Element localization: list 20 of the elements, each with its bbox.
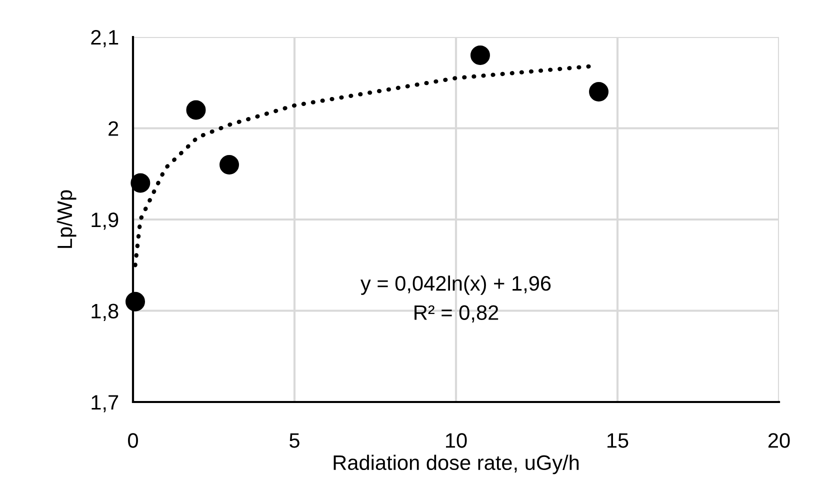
x-tick-label: 0 <box>128 433 138 448</box>
x-tick-label: 10 <box>446 433 467 448</box>
x-axis-title: Radiation dose rate, uGy/h <box>334 454 579 474</box>
y-tick-label: 2 <box>108 121 118 136</box>
x-tick-label: 20 <box>768 433 790 448</box>
y-tick-label: 1,9 <box>92 212 118 230</box>
y-axis-title: Lp/Wp <box>56 190 76 248</box>
annotation: R² = 0,82 <box>414 305 498 322</box>
point <box>220 155 240 174</box>
point <box>470 46 490 65</box>
point <box>589 82 609 102</box>
point <box>126 292 146 312</box>
y-tick-label: 1,7 <box>92 395 118 412</box>
x-tick-label: 5 <box>290 433 300 448</box>
x-tick-label: 15 <box>608 433 628 448</box>
annotation: y = 0,042ln(x) + 1,96 <box>360 275 551 295</box>
y-tick-label: 2,1 <box>91 30 118 48</box>
y-tick-label: 1,8 <box>92 304 118 321</box>
point <box>130 173 150 193</box>
point <box>186 100 206 120</box>
